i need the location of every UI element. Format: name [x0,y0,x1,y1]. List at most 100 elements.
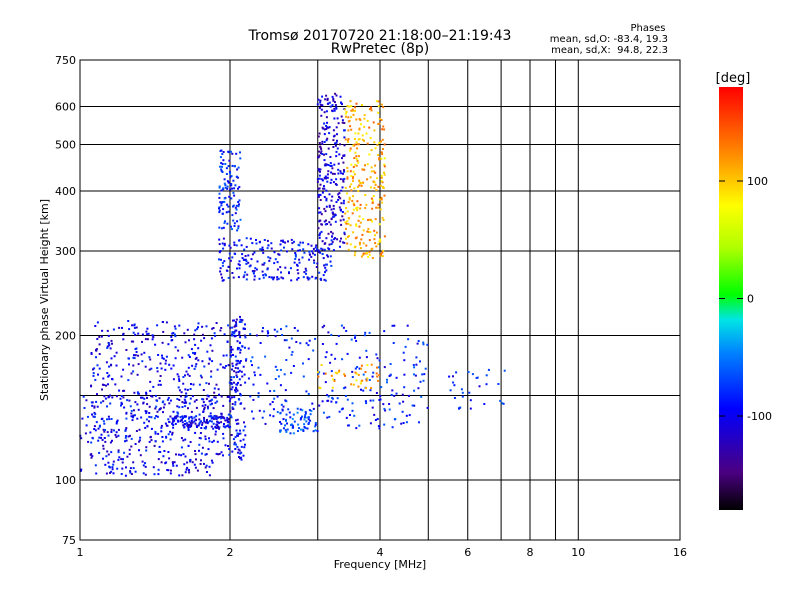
scatter-point [235,386,237,389]
scatter-point [383,163,386,166]
scatter-point [138,439,141,442]
scatter-point [377,203,380,206]
scatter-point [115,436,118,438]
scatter-point [361,138,364,141]
scatter-point [201,404,204,407]
y-tick-label: 600 [55,101,76,114]
x-axis-label: Frequency [MHz] [334,558,426,571]
scatter-point [300,417,303,419]
scatter-point [216,400,219,403]
scatter-point [187,407,189,410]
scatter-point [232,276,235,279]
scatter-point [247,254,250,257]
scatter-point [361,379,364,382]
scatter-point [375,206,378,209]
scatter-point [237,201,240,203]
scatter-point [230,416,233,419]
scatter-point [240,451,243,454]
scatter-point [218,427,220,430]
scatter-point [217,388,220,391]
scatter-point [267,332,270,334]
scatter-point [148,412,151,414]
scatter-point [369,137,372,139]
scatter-point [230,150,232,153]
scatter-point [178,474,181,477]
scatter-point [110,357,113,360]
scatter-point [375,231,378,234]
scatter-point [358,181,361,184]
scatter-point [136,391,139,394]
scatter-point [122,458,124,461]
scatter-point [94,413,97,416]
scatter-point [348,196,351,199]
scatter-point [291,351,294,353]
scatter-point [331,195,334,198]
scatter-point [203,416,205,419]
scatter-point [411,404,414,407]
scatter-point [253,251,256,254]
scatter-point [112,472,115,475]
scatter-point [132,340,135,343]
scatter-point [224,163,227,165]
scatter-point [352,231,355,234]
scatter-point [335,155,338,158]
scatter-point [324,242,327,245]
scatter-point [338,410,341,413]
scatter-point [319,146,322,149]
scatter-point [391,389,394,392]
scatter-point [237,346,239,349]
scatter-point [114,383,117,386]
scatter-point [239,151,241,154]
scatter-point [90,385,93,388]
scatter-point [223,244,226,247]
scatter-point [238,456,240,458]
scatter-point [316,248,318,251]
scatter-point [185,424,188,427]
scatter-point [132,416,134,419]
scatter-point [469,399,472,402]
scatter-point [342,387,345,390]
scatter-point [346,166,349,169]
scatter-point [325,263,328,266]
scatter-point [312,407,315,410]
scatter-point [345,207,348,209]
scatter-point [371,375,374,378]
scatter-point [129,471,132,474]
scatter-point [167,396,170,399]
scatter-point [174,422,177,425]
scatter-point [204,404,207,407]
scatter-point [152,385,155,388]
scatter-point [333,107,336,110]
scatter-point [231,406,234,409]
scatter-point [146,338,149,341]
scatter-point [322,372,325,375]
scatter-point [380,174,383,177]
scatter-point [210,337,213,340]
scatter-point [348,105,351,108]
scatter-point [236,267,238,270]
scatter-point [330,370,333,373]
scatter-point [283,373,286,376]
scatter-point [176,373,179,376]
scatter-point [226,340,229,343]
scatter-point [115,431,118,434]
scatter-point [283,427,285,430]
scatter-point [106,431,109,434]
scatter-point [345,330,348,332]
scatter-point [199,437,202,440]
scatter-point [178,380,181,382]
y-axis-label: Stationary phase Virtual Height [km] [38,199,51,401]
scatter-point [195,399,198,401]
scatter-point [196,426,198,428]
scatter-point [339,245,341,248]
scatter-point [335,183,338,186]
scatter-point [362,242,365,245]
scatter-point [328,221,331,224]
scatter-point [220,162,223,165]
scatter-point [231,348,234,351]
scatter-point [112,463,115,466]
scatter-point [188,469,190,472]
scatter-point [205,453,208,456]
scatter-point [182,382,185,385]
